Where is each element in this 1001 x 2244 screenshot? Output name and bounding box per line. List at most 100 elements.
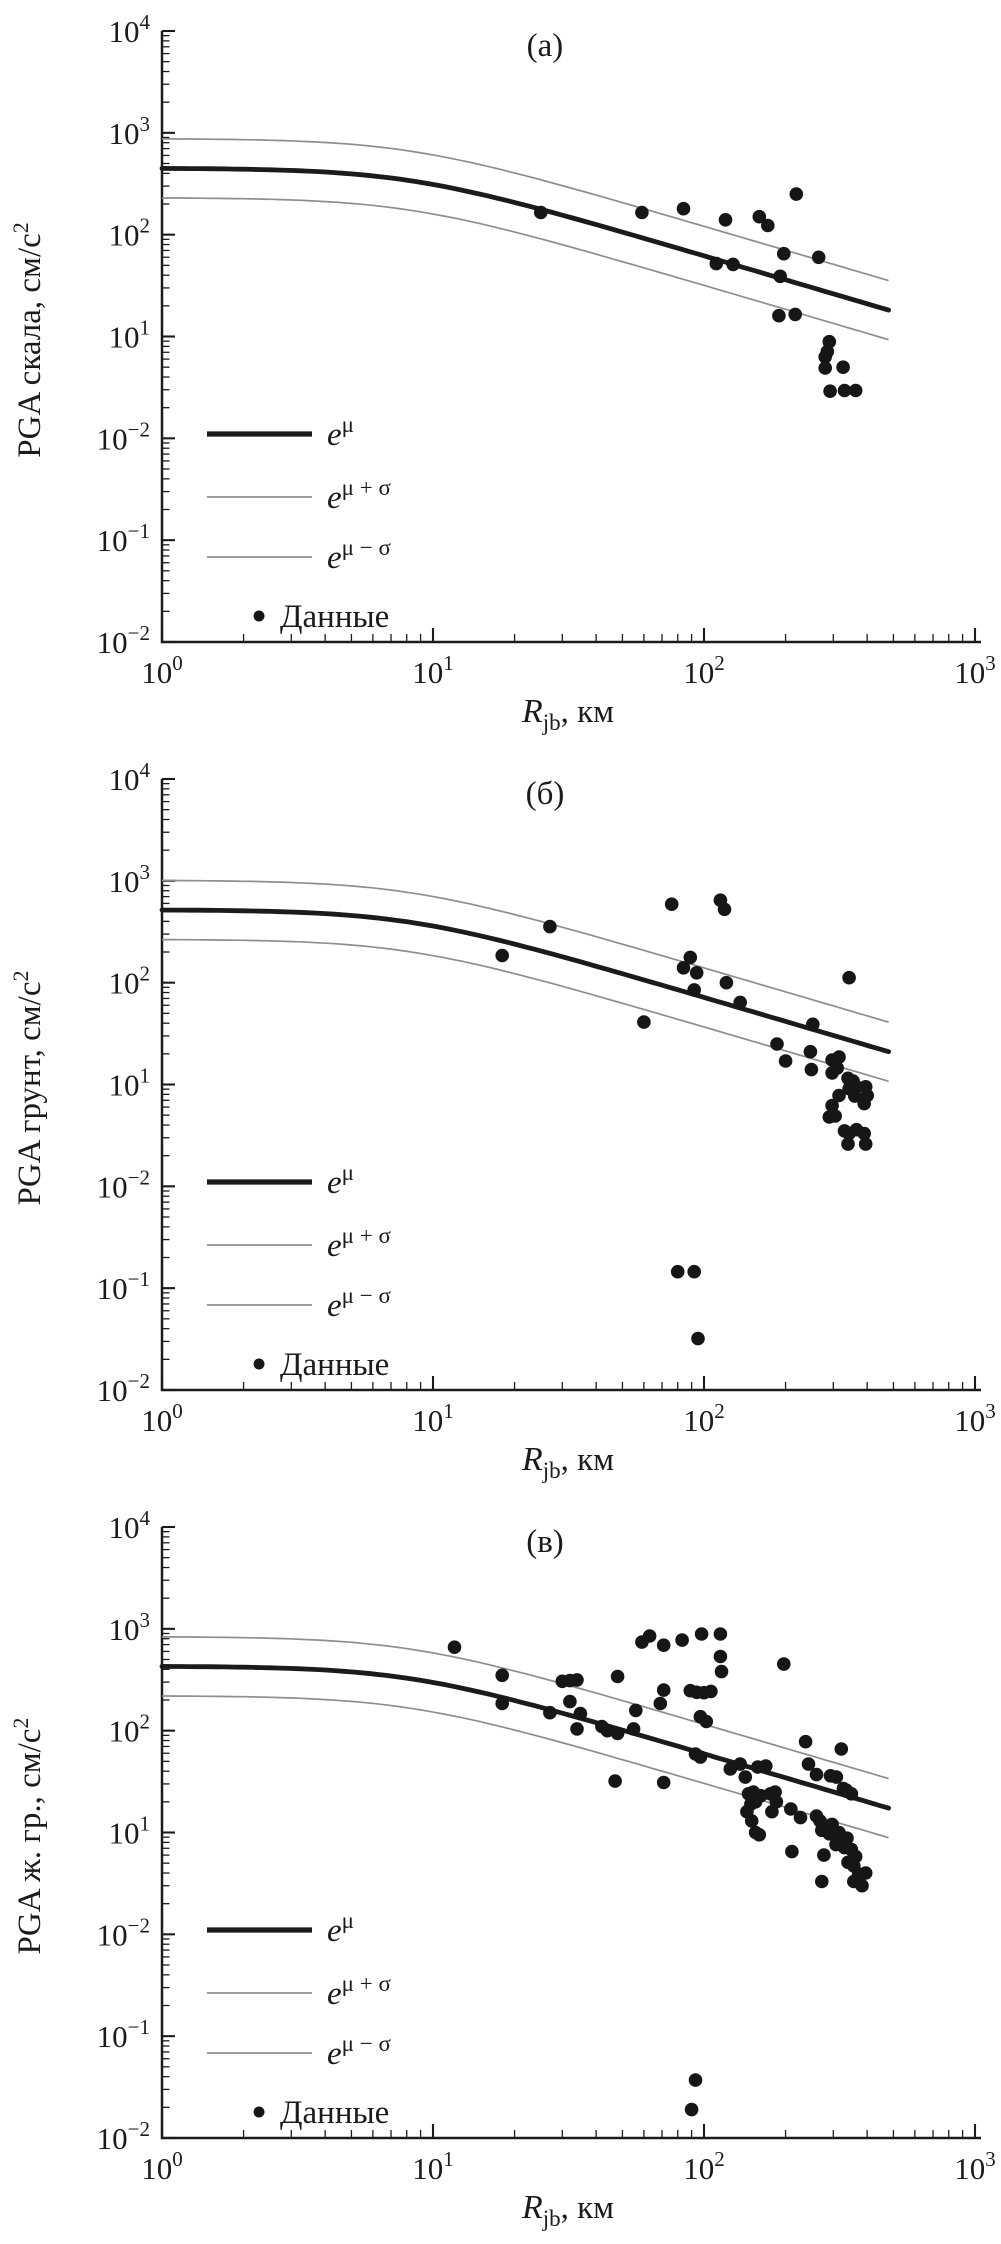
data-point [688, 2073, 703, 2087]
data-point [777, 246, 791, 261]
data-point [689, 966, 704, 980]
legend-label: eμ [327, 412, 354, 453]
legend-label: eμ − σ [327, 535, 391, 576]
y-tick-label: 104 [109, 10, 151, 49]
data-point [848, 1089, 862, 1103]
y-tick-label: 101 [109, 1064, 151, 1103]
y-tick-label: 102 [109, 214, 151, 253]
data-point [752, 209, 767, 224]
x-tick-label: 101 [412, 1399, 454, 1438]
x-axis-label: Rjb, км [521, 693, 614, 735]
y-tick-label: 10−1 [97, 1267, 150, 1306]
legend-label: eμ + σ [327, 475, 391, 516]
y-tick-label: 103 [109, 860, 151, 899]
data-point [694, 1627, 709, 1641]
mu-minus-sigma-curve [162, 1695, 889, 1839]
data-point [656, 1775, 671, 1790]
data-point [738, 1770, 753, 1784]
data-points [534, 187, 863, 399]
data-point [664, 897, 679, 911]
y-tick-label: 104 [109, 758, 151, 797]
data-point [693, 1750, 708, 1764]
mu-plus-sigma-curve [162, 1636, 889, 1780]
data-point [719, 975, 734, 990]
legend-item-data: Данные [253, 2095, 389, 2131]
y-axis-label: PGA ж. гр., см/с2 [8, 1718, 48, 1955]
axis-ticks [160, 1525, 977, 2140]
y-axis-label: PGA скала, см/с2 [8, 222, 48, 458]
legend-label: eμ + σ [327, 1223, 391, 1264]
y-tick-label: 10−2 [97, 2117, 150, 2156]
data-point [855, 1878, 869, 1893]
x-tick-label: 100 [141, 1399, 183, 1438]
data-point [543, 919, 557, 934]
legend-label: eμ [327, 1160, 354, 1201]
legend-item-data: Данные [253, 599, 389, 635]
data-point [570, 1673, 584, 1687]
data-point [573, 1706, 588, 1721]
legend-item-mu: eμ [207, 1160, 354, 1201]
data-point [718, 213, 733, 227]
mu-minus-sigma-curve [162, 938, 889, 1083]
mu-plus-sigma-curve [162, 138, 889, 282]
y-tick-label: 102 [109, 962, 151, 1001]
legend-label: eμ − σ [327, 2031, 391, 2072]
data-point [670, 1264, 685, 1279]
x-tick-label: 102 [683, 651, 725, 690]
y-tick-label: 103 [109, 112, 151, 151]
data-point [832, 1050, 846, 1064]
data-point [761, 218, 775, 233]
legend-dot-swatch [253, 610, 265, 622]
data-point [713, 1627, 728, 1641]
data-point [744, 1814, 759, 1828]
data-point [858, 1137, 873, 1151]
data-point [818, 361, 832, 375]
data-point [806, 1017, 820, 1032]
chart-v: 104 103 102 101 10−2 10−1 10−2 100 101 102 103 PGA … [0, 1496, 1001, 2244]
axis-ticks [160, 29, 977, 644]
data-point [656, 1638, 671, 1652]
data-points [495, 893, 874, 1346]
data-point [543, 1705, 557, 1720]
data-point [834, 1742, 849, 1756]
data-point [803, 1044, 818, 1059]
axes [160, 1527, 981, 2140]
data-point [778, 1054, 793, 1068]
data-point [726, 257, 740, 272]
y-tick-label: 103 [109, 1608, 151, 1647]
data-point [610, 1669, 625, 1684]
data-point [793, 1810, 808, 1825]
legend-item-mu-plus-sigma: eμ + σ [207, 1971, 391, 2012]
legend-item-mu-minus-sigma: eμ − σ [207, 2031, 391, 2072]
x-tick-label: 102 [683, 1399, 725, 1438]
chart-title: (в) [526, 1524, 564, 1560]
data-points [447, 1627, 873, 2117]
y-tick-label: 10−2 [97, 1165, 150, 1204]
data-point [748, 1795, 763, 1809]
data-point [841, 1137, 855, 1151]
data-point [704, 1684, 718, 1699]
data-point [789, 187, 804, 201]
chart-title: (а) [527, 28, 564, 64]
mu-minus-sigma-curve [162, 197, 889, 341]
data-point [842, 970, 856, 985]
data-point [713, 1649, 728, 1664]
data-point [610, 1726, 625, 1741]
data-point [837, 383, 852, 398]
data-point [447, 1640, 462, 1654]
data-point [629, 1703, 643, 1718]
data-point [848, 383, 863, 398]
y-tick-label: 101 [109, 1812, 151, 1851]
y-tick-label: 10−1 [97, 519, 150, 558]
x-tick-label: 100 [141, 2147, 183, 2186]
y-axis-label: PGA грунт, см/с2 [8, 971, 48, 1206]
x-tick-label: 102 [683, 2147, 725, 2186]
y-tick-label: 101 [109, 316, 151, 355]
y-tick-label: 10−2 [97, 1369, 150, 1408]
data-point [495, 948, 510, 963]
data-point [844, 1787, 859, 1801]
y-tick-label: 10−2 [97, 417, 150, 456]
